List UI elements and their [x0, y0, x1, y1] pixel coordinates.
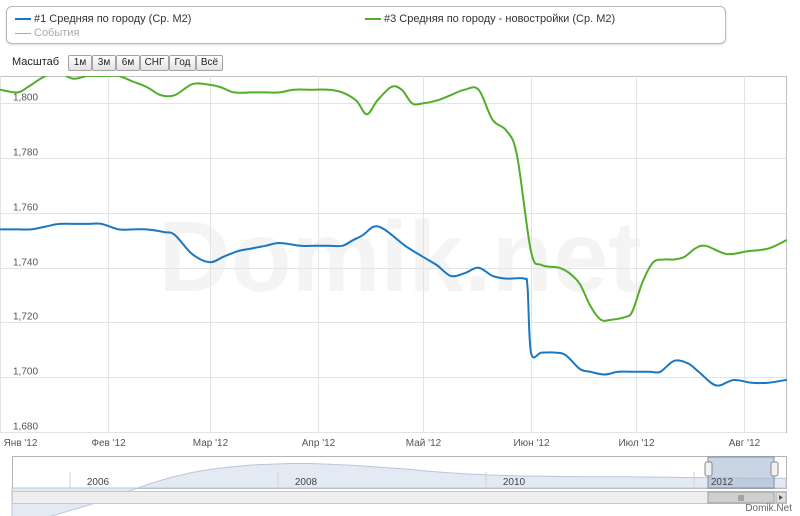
y-tick-label: 1,780 [13, 148, 38, 159]
legend-series3-label: #3 Средняя по городу - новостройки (Ср. … [384, 13, 616, 25]
navigator-handle-right[interactable] [770, 461, 779, 477]
y-axis-labels: 1,680 1,700 1,720 1,740 1,760 1,780 1,800 [13, 93, 38, 433]
stock-chart: Domik.net 1,680 1,700 1,720 1,740 1,760 1,780… [0, 76, 787, 516]
x-tick-label: Июн '12 [513, 438, 549, 449]
navigator-year-label: 2008 [295, 477, 318, 488]
legend-events-label: События [34, 27, 80, 39]
legend-item-events[interactable]: События [15, 27, 79, 40]
navigator[interactable]: 2006 2008 2010 2012 [11, 456, 787, 516]
x-tick-label: Мар '12 [193, 438, 229, 449]
legend-item-series1[interactable]: #1 Средняя по городу (Ср. М2) [15, 13, 191, 26]
y-tick-label: 1,740 [13, 258, 38, 269]
legend-series1-label: #1 Средняя по городу (Ср. М2) [34, 13, 192, 25]
y-tick-label: 1,680 [13, 422, 38, 433]
x-tick-label: Июл '12 [618, 438, 655, 449]
zoom-button-all[interactable]: Всё [196, 55, 223, 71]
y-tick-label: 1,720 [13, 312, 38, 323]
series-line-city-average[interactable] [0, 222, 787, 387]
legend-item-series3[interactable]: #3 Средняя по городу - новостройки (Ср. … [365, 13, 615, 26]
navigator-handle-left[interactable] [704, 461, 713, 477]
y-tick-label: 1,700 [13, 367, 38, 378]
navigator-area [11, 463, 787, 516]
zoom-button-year[interactable]: Год [169, 55, 196, 71]
zoom-button-3m[interactable]: 3м [92, 55, 116, 71]
legend-series3-swatch [365, 18, 381, 21]
y-tick-label: 1,800 [13, 93, 38, 104]
navigator-year-label: 2010 [503, 477, 526, 488]
x-tick-label: Авг '12 [729, 438, 761, 449]
legend-box: #1 Средняя по городу (Ср. М2) #3 Средняя… [6, 6, 726, 44]
watermark: Domik.net [158, 201, 641, 313]
navigator-selection[interactable] [707, 456, 775, 489]
footer-credit: Domik.Net [745, 503, 792, 514]
arrow-right-icon [779, 495, 783, 500]
chart-series [0, 76, 787, 387]
navigator-year-label: 2006 [87, 477, 110, 488]
y-tick-label: 1,760 [13, 203, 38, 214]
chart-grid [0, 76, 787, 433]
x-axis-labels: Янв '12 Фев '12 Мар '12 Апр '12 Май '12 Июн '… [4, 438, 761, 449]
legend-series1-swatch [15, 18, 31, 21]
x-tick-label: Апр '12 [302, 438, 336, 449]
navigator-year-label: 2012 [711, 477, 734, 488]
zoom-label: Масштаб [12, 56, 60, 68]
series-line-new-buildings[interactable] [0, 76, 787, 322]
legend-events-swatch [15, 32, 31, 34]
x-tick-label: Май '12 [406, 438, 442, 449]
x-tick-label: Янв '12 [4, 438, 38, 449]
x-tick-label: Фев '12 [91, 438, 126, 449]
zoom-button-6m[interactable]: 6м [116, 55, 140, 71]
zoom-button-1m[interactable]: 1м [68, 55, 92, 71]
zoom-button-ytd[interactable]: СНГ [140, 55, 169, 71]
scrollbar-track[interactable] [12, 491, 787, 504]
